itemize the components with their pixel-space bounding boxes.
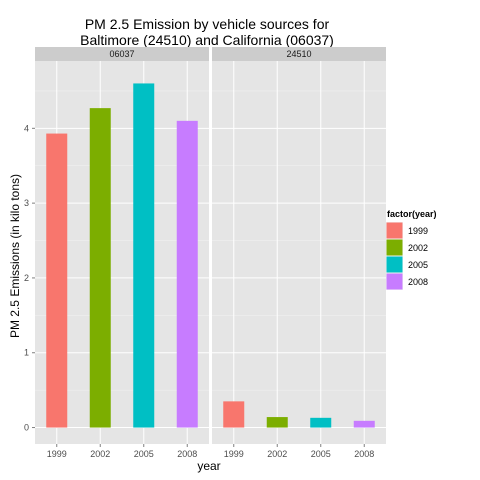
legend-key-2005	[386, 256, 403, 273]
chart-title-line-1: PM 2.5 Emission by vehicle sources for	[85, 16, 330, 32]
x-axis-title: year	[197, 459, 220, 473]
bar-24510-2002	[266, 417, 288, 428]
facet-strip-label: 06037	[109, 49, 134, 59]
bar-24510-2008	[353, 420, 375, 428]
bar-24510-1999	[223, 401, 245, 428]
bar-06037-2005	[133, 83, 155, 428]
facet-strip	[212, 47, 386, 61]
facet-strip-label: 24510	[286, 49, 311, 59]
y-tick-label: 2	[24, 273, 29, 283]
y-tick-label: 0	[24, 423, 29, 433]
chart-title-line-2: Baltimore (24510) and California (06037)	[80, 32, 334, 48]
y-tick-label: 3	[24, 198, 29, 208]
bar-06037-1999	[46, 133, 68, 428]
y-tick-label: 4	[24, 123, 29, 133]
x-tick-label: 2005	[134, 449, 154, 459]
bar-06037-2002	[89, 108, 111, 428]
legend: factor(year) 1999 2002 2005 2008	[386, 209, 437, 290]
facet-strip	[35, 47, 209, 61]
legend-key-1999	[386, 222, 403, 239]
x-tick-label: 2008	[354, 449, 374, 459]
y-axis-title: PM 2.5 Emissions (in kilo tons)	[8, 174, 22, 338]
facet-panel-24510: 24510 1999 2002 2005 2008	[212, 47, 386, 459]
bar-24510-2005	[310, 417, 332, 428]
x-tick-label: 2005	[311, 449, 331, 459]
panel-background	[212, 61, 386, 444]
legend-title: factor(year)	[387, 209, 437, 219]
x-tick-label: 1999	[224, 449, 244, 459]
legend-label-2005: 2005	[408, 260, 428, 270]
y-tick-label: 1	[24, 348, 29, 358]
x-tick-label: 2008	[177, 449, 197, 459]
x-tick-label: 1999	[47, 449, 67, 459]
facet-panel-06037: 06037 1999 2002 2005 2008	[35, 47, 209, 459]
x-tick-label: 2002	[90, 449, 110, 459]
legend-key-2002	[386, 239, 403, 256]
legend-label-2008: 2008	[408, 277, 428, 287]
bar-06037-2008	[176, 120, 198, 428]
x-tick-label: 2002	[267, 449, 287, 459]
legend-label-1999: 1999	[408, 226, 428, 236]
legend-label-2002: 2002	[408, 243, 428, 253]
legend-key-2008	[386, 273, 403, 290]
